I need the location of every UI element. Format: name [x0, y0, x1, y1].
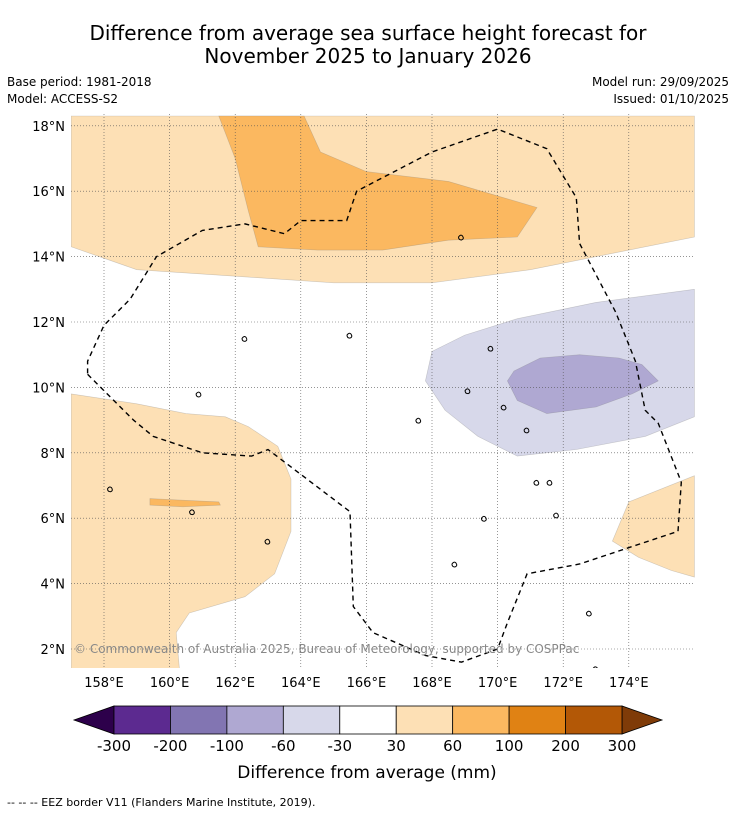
lat-label-8: 8°N [41, 447, 66, 462]
region-west-blob-30-60 [71, 393, 292, 668]
region-north-core-60-100 [218, 115, 538, 251]
islands [107, 81, 598, 668]
issued-date: Issued: 01/10/2025 [613, 92, 729, 106]
lon-label-158: 158°E [84, 676, 124, 691]
eez-source-note: -- -- -- EEZ border V11 (Flanders Marine… [7, 796, 316, 809]
arno-atoll [546, 479, 553, 486]
title-line-1: Difference from average sea surface heig… [89, 21, 647, 45]
copyright-text: © Commonwealth of Australia 2025, Bureau… [74, 642, 579, 656]
bikini-atoll [346, 332, 353, 339]
colorbar-segment-3 [282, 705, 341, 735]
maloelap-atoll [523, 427, 530, 434]
colorbar-tick-5: 30 [387, 737, 406, 755]
colorbar-tick-4: -30 [328, 737, 353, 755]
colorbar-segment-4 [339, 705, 397, 735]
colorbar-under-triangle [72, 705, 115, 735]
lat-label-18: 18°N [32, 120, 65, 135]
majuro-atoll [533, 479, 540, 486]
taongi-atoll [458, 234, 464, 241]
colorbar-tick-8: 200 [551, 737, 580, 755]
lon-label-174: 174°E [609, 676, 649, 691]
lat-label-10: 10°N [32, 381, 65, 396]
colorbar-tick-1: -200 [153, 737, 187, 755]
utirik-atoll [487, 345, 494, 352]
colorbar-tick-3: -60 [271, 737, 296, 755]
colorbar-segment-7 [508, 705, 566, 735]
lon-label-162: 162°E [215, 676, 255, 691]
lon-label-170: 170°E [478, 676, 518, 691]
colorbar-segment-0 [113, 705, 171, 735]
lat-label-14: 14°N [32, 251, 65, 266]
kwajalein-atoll [415, 417, 422, 424]
tarawa-atoll [592, 666, 598, 668]
anomaly-regions [71, 115, 695, 668]
region-west-core-60-100 [149, 498, 221, 508]
meta-left: Base period: 1981-2018 Model: ACCESS-S2 [7, 74, 152, 108]
colorbar: -300 -200 -100 -60 -30 30 60 100 200 300 [72, 705, 664, 755]
lat-label-16: 16°N [32, 185, 65, 200]
title-line-2: November 2025 to January 2026 [204, 44, 532, 68]
butaritari-atoll [585, 610, 592, 617]
longitude-labels: 158°E 160°E 162°E 164°E 166°E 168°E 170°E 172°E… [84, 676, 648, 691]
colorbar-segment-8 [565, 705, 623, 735]
meta-right: Model run: 29/09/2025 Issued: 01/10/2025 [592, 74, 729, 108]
lat-label-4: 4°N [41, 578, 66, 593]
likiep-atoll [464, 388, 471, 395]
colorbar-tick-0: -300 [97, 737, 131, 755]
colorbar-tick-7: 100 [495, 737, 524, 755]
kosrae-island [264, 538, 271, 545]
chart-title: Difference from average sea surface heig… [0, 22, 736, 68]
wotje-atoll [500, 404, 507, 411]
enewetak-atoll [241, 336, 248, 342]
lon-label-164: 164°E [281, 676, 321, 691]
eez-borders [86, 128, 683, 663]
model-name: Model: ACCESS-S2 [7, 92, 119, 106]
lon-label-168: 168°E [412, 676, 452, 691]
colorbar-segment-6 [452, 705, 510, 735]
pohnpei-island [107, 486, 113, 493]
colorbar-tick-9: 300 [608, 737, 637, 755]
lon-label-160: 160°E [150, 676, 190, 691]
lat-label-12: 12°N [32, 316, 65, 331]
wake-island [383, 81, 388, 86]
colorbar-over-triangle [621, 705, 664, 735]
colorbar-segment-2 [226, 705, 284, 735]
eez-border [86, 128, 683, 663]
ebon-atoll [451, 561, 458, 568]
colorbar-title: Difference from average (mm) [237, 763, 496, 783]
colorbar-segment-5 [395, 705, 454, 735]
ujelang-atoll [195, 391, 202, 398]
colorbar-tick-2: -100 [210, 737, 244, 755]
lat-label-2: 2°N [41, 643, 66, 658]
lon-label-166: 166°E [347, 676, 387, 691]
colorbar-tick-6: 60 [443, 737, 462, 755]
gridlines [71, 114, 695, 668]
base-period: Base period: 1981-2018 [7, 75, 152, 89]
jaluit-atoll [480, 515, 487, 522]
pingelap-atoll [189, 509, 195, 516]
model-run: Model run: 29/09/2025 [591, 75, 729, 89]
region-east-core-neg-100-60 [507, 354, 659, 414]
lat-label-6: 6°N [41, 512, 66, 527]
lon-label-172: 172°E [543, 676, 583, 691]
colorbar-segment-1 [170, 705, 228, 735]
mili-atoll [553, 512, 559, 519]
latitude-labels: 2°N 4°N 6°N 8°N 10°N 12°N 14°N 16°N 18°N [32, 120, 65, 658]
